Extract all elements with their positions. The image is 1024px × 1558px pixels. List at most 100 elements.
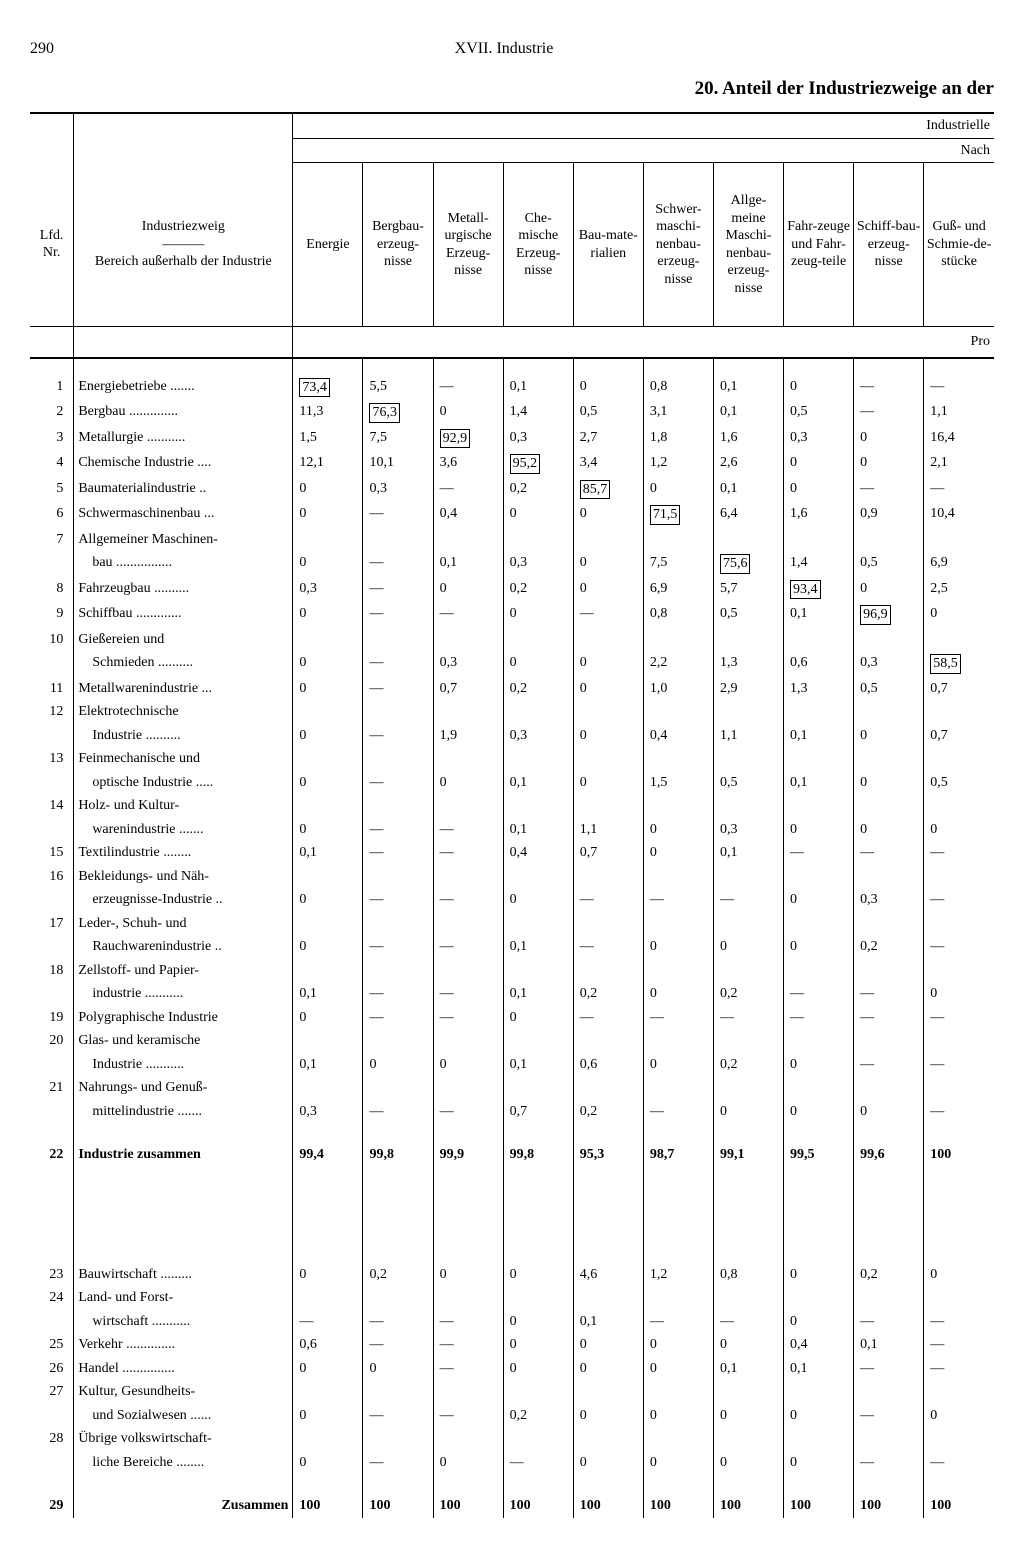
row-number: [30, 1100, 74, 1124]
cell: 0,1: [503, 982, 573, 1006]
cell: 0,3: [503, 724, 573, 748]
cell: 0: [293, 602, 363, 628]
cell: 0,7: [503, 1100, 573, 1124]
cell: —: [433, 375, 503, 401]
cell: —: [713, 1310, 783, 1334]
row-label: Bauwirtschaft .........: [74, 1263, 293, 1287]
cell: 100: [924, 1494, 994, 1518]
cell: —: [854, 982, 924, 1006]
cell: —: [924, 477, 994, 503]
cell: 99,5: [784, 1143, 854, 1167]
cell: [503, 959, 573, 983]
row-number: 29: [30, 1494, 74, 1518]
row-label: Baumaterialindustrie ..: [74, 477, 293, 503]
cell: [433, 865, 503, 889]
row-number: 8: [30, 577, 74, 603]
cell: [363, 528, 433, 552]
cell: 1,9: [433, 724, 503, 748]
row-number: 10: [30, 628, 74, 652]
cell: [363, 1029, 433, 1053]
cell: [924, 700, 994, 724]
cell: 0: [784, 935, 854, 959]
cell: [924, 865, 994, 889]
row-label: wirtschaft ...........: [74, 1310, 293, 1334]
cell: 0,3: [713, 818, 783, 842]
cell: 0: [293, 1357, 363, 1381]
cell: 0,1: [293, 1053, 363, 1077]
row-number: [30, 1404, 74, 1428]
super-header-2: Nach: [293, 138, 994, 163]
cell: —: [363, 1404, 433, 1428]
cell: —: [363, 888, 433, 912]
cell: [293, 1029, 363, 1053]
cell: —: [573, 935, 643, 959]
cell: 0: [643, 1053, 713, 1077]
cell: 0: [643, 477, 713, 503]
cell: —: [363, 771, 433, 795]
cell: 0: [293, 551, 363, 577]
cell: 1,2: [643, 1263, 713, 1287]
cell: [433, 1286, 503, 1310]
cell: [713, 1286, 783, 1310]
row-number: 22: [30, 1143, 74, 1167]
row-number: 12: [30, 700, 74, 724]
cell: 0: [363, 1053, 433, 1077]
cell: —: [713, 1006, 783, 1030]
cell: —: [854, 841, 924, 865]
cell: 0: [643, 982, 713, 1006]
cell: 1,8: [643, 426, 713, 452]
cell: [503, 1076, 573, 1100]
cell: —: [433, 1333, 503, 1357]
cell: 100: [433, 1494, 503, 1518]
cell: 0: [503, 1263, 573, 1287]
cell: [643, 794, 713, 818]
cell: 0,1: [293, 982, 363, 1006]
cell: 100: [293, 1494, 363, 1518]
cell: 0,8: [643, 602, 713, 628]
cell: —: [924, 841, 994, 865]
cell: 0,1: [713, 841, 783, 865]
cell: 0,3: [363, 477, 433, 503]
cell: 99,6: [854, 1143, 924, 1167]
row-label: Industrie ..........: [74, 724, 293, 748]
cell: [713, 528, 783, 552]
cell: 1,0: [643, 677, 713, 701]
cell: [503, 794, 573, 818]
cell: —: [924, 1100, 994, 1124]
cell: 0,1: [713, 1357, 783, 1381]
row-label: Chemische Industrie ....: [74, 451, 293, 477]
cell: [924, 1380, 994, 1404]
cell: 0,1: [784, 724, 854, 748]
cell: [643, 528, 713, 552]
cell: 0: [293, 1006, 363, 1030]
cell: 0,4: [503, 841, 573, 865]
row-number: 5: [30, 477, 74, 503]
row-label: Nahrungs- und Genuß-: [74, 1076, 293, 1100]
cell: —: [363, 551, 433, 577]
cell: 73,4: [293, 375, 363, 401]
cell: 0: [924, 1263, 994, 1287]
cell: 0: [643, 1333, 713, 1357]
cell: —: [363, 677, 433, 701]
row-number: 19: [30, 1006, 74, 1030]
cell: 0: [573, 551, 643, 577]
cell: —: [293, 1310, 363, 1334]
cell: 85,7: [573, 477, 643, 503]
cell: [573, 912, 643, 936]
cell: 99,8: [363, 1143, 433, 1167]
cell: [293, 794, 363, 818]
cell: 0,8: [713, 1263, 783, 1287]
cell: —: [713, 888, 783, 912]
cell: 100: [784, 1494, 854, 1518]
cell: 0: [924, 982, 994, 1006]
cell: 0: [784, 1404, 854, 1428]
cell: [293, 1427, 363, 1451]
cell: [433, 528, 503, 552]
cell: 0: [573, 724, 643, 748]
row-label: Glas- und keramische: [74, 1029, 293, 1053]
cell: 0,1: [713, 375, 783, 401]
cell: [433, 1380, 503, 1404]
row-number: [30, 651, 74, 677]
cell: —: [363, 935, 433, 959]
cell: [573, 1380, 643, 1404]
